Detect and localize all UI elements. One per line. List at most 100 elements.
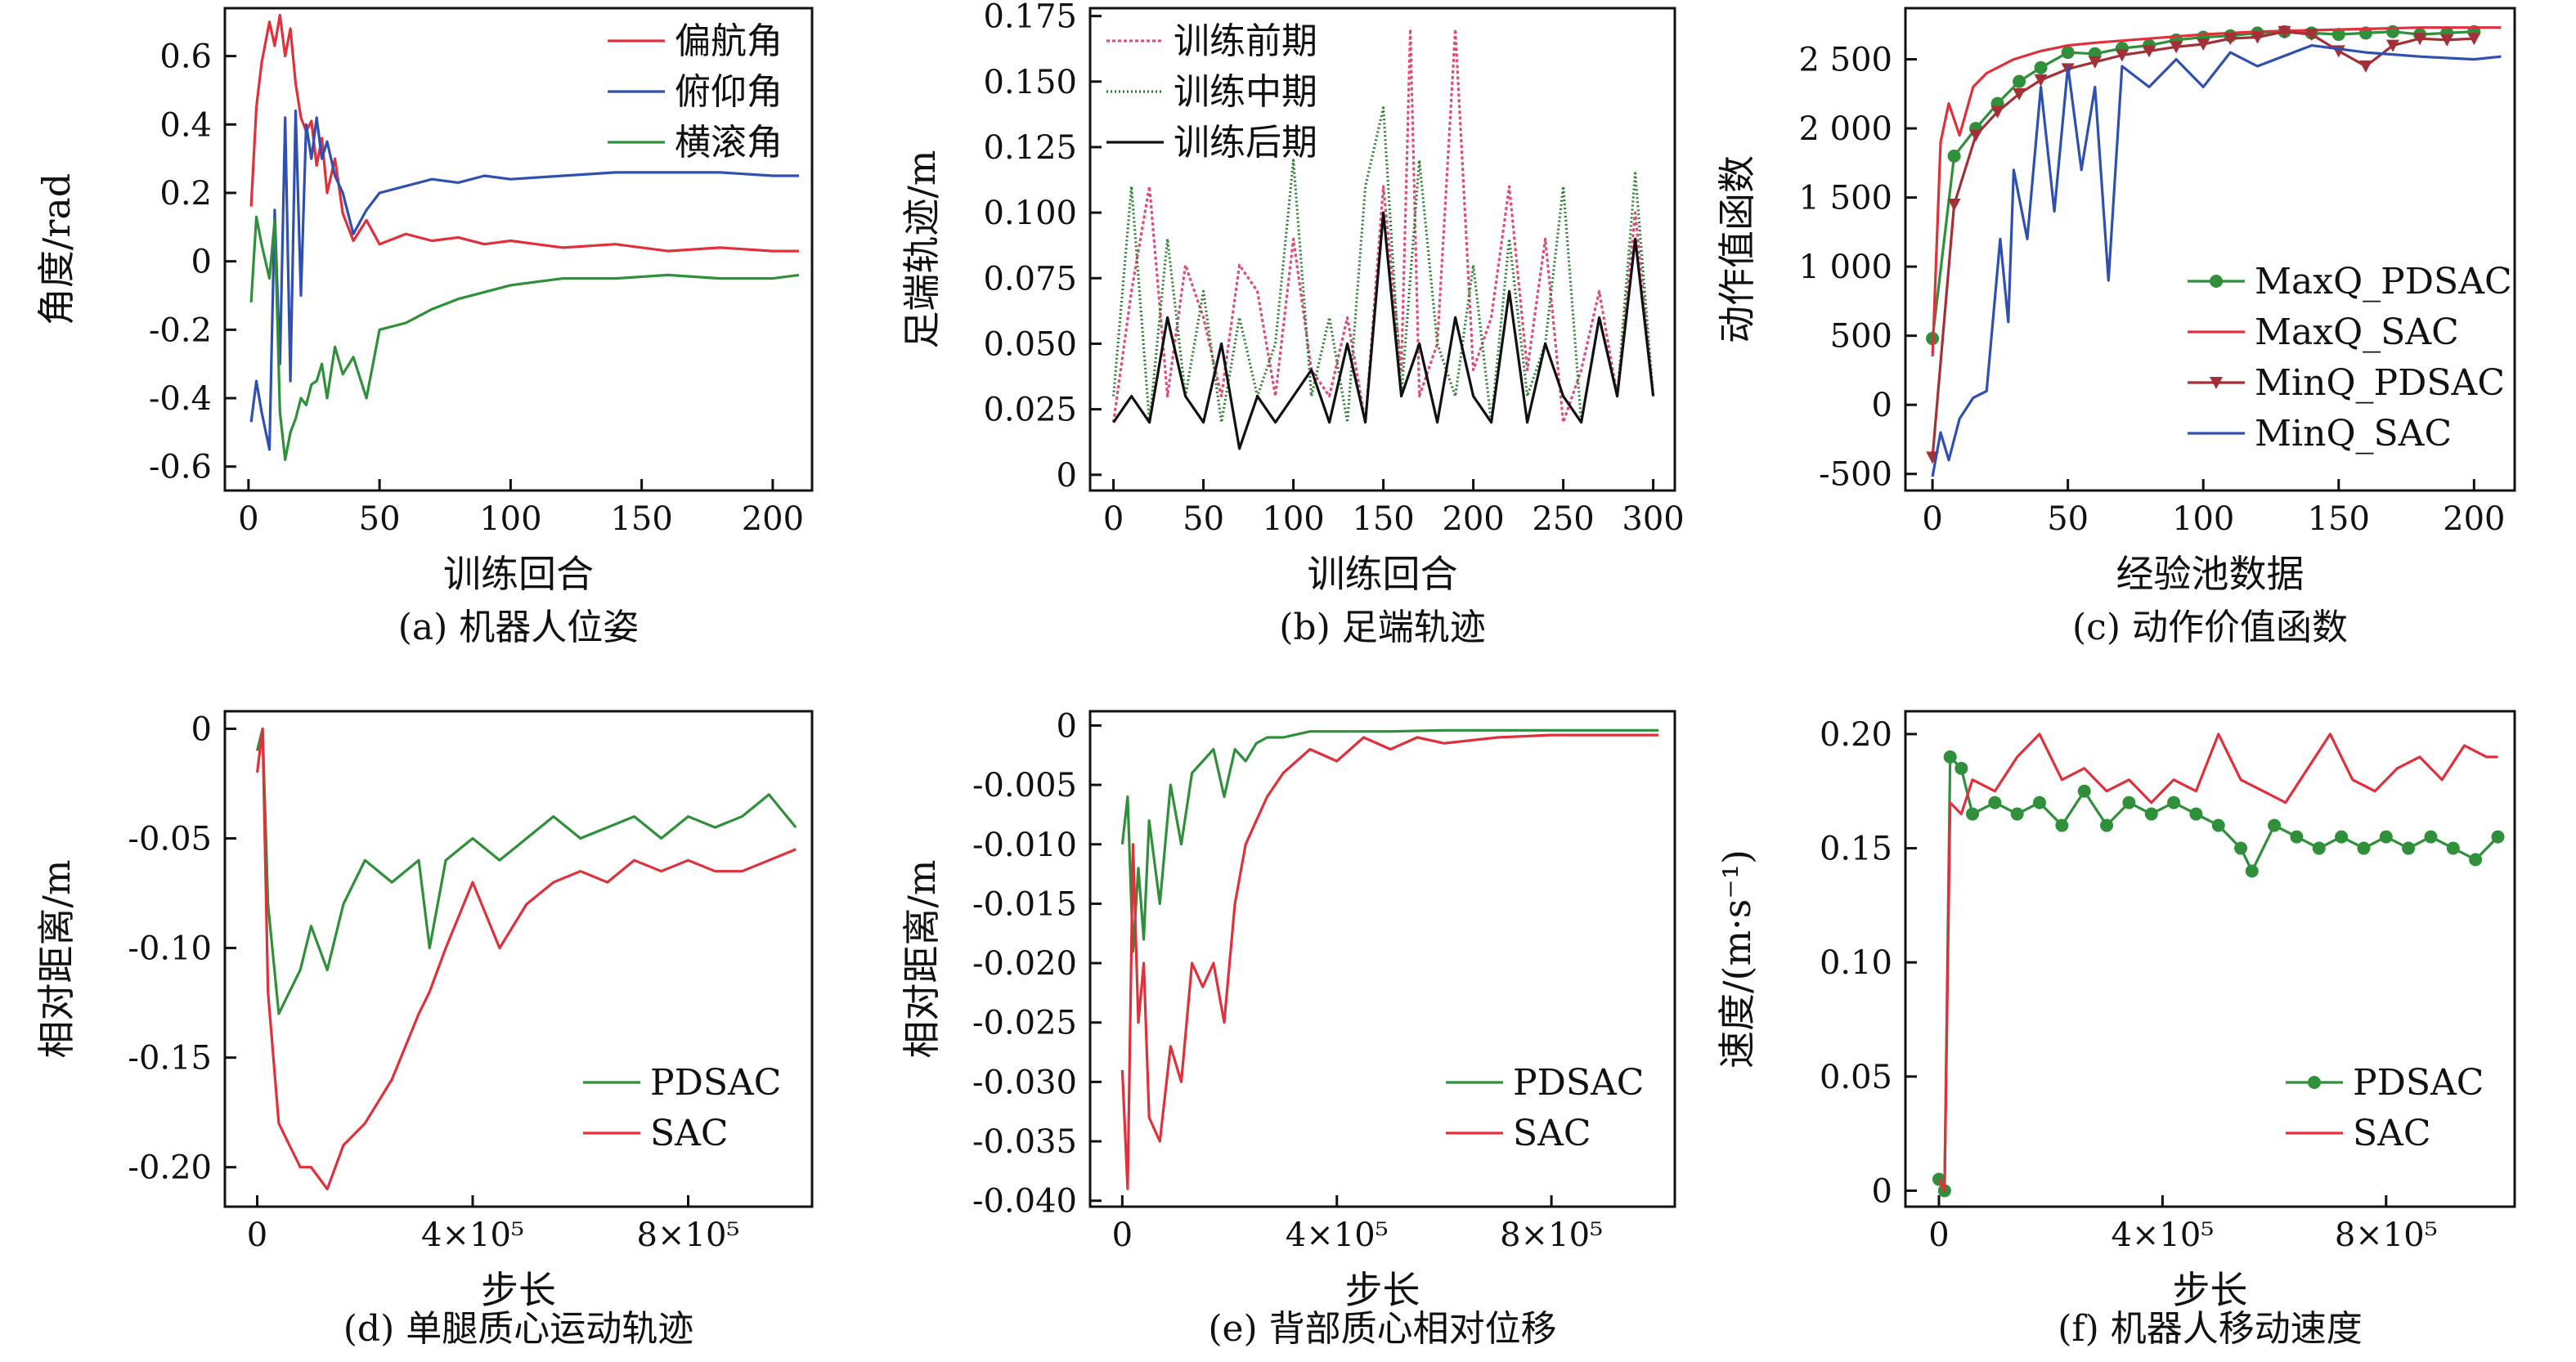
x-tick-label: 150 — [610, 500, 672, 538]
x-axis-label: 经验池数据 — [2116, 552, 2304, 596]
series-line-e-1 — [1120, 733, 1659, 1190]
y-tick-label: 0.6 — [159, 38, 212, 76]
data-point-f-0 — [2357, 841, 2371, 855]
data-point-c-2 — [2197, 38, 2210, 51]
y-tick-label: -0.15 — [128, 1040, 212, 1078]
x-tick-label: 100 — [2172, 500, 2234, 538]
y-tick-label: -0.020 — [972, 945, 1077, 983]
y-tick-label: 0.4 — [159, 106, 212, 144]
y-tick-label: 0.125 — [983, 129, 1077, 167]
data-point-c-2 — [2278, 25, 2291, 38]
data-point-f-0 — [2312, 841, 2326, 855]
x-axis-label: 训练回合 — [1308, 552, 1458, 596]
legend-label: MaxQ_PDSAC — [2255, 261, 2512, 302]
series-line-c-1 — [1931, 26, 2502, 357]
series-line-c-2 — [1931, 30, 2475, 458]
data-point-c-2 — [2224, 33, 2237, 46]
y-tick-label: -0.030 — [972, 1064, 1077, 1101]
y-tick-label: 0.150 — [983, 64, 1077, 101]
legend-label: 偏航角 — [675, 20, 783, 62]
data-point-c-2 — [2467, 33, 2481, 46]
panel-caption: (a) 机器人位姿 — [398, 607, 640, 648]
series-line-a-2 — [249, 215, 800, 461]
data-point-f-0 — [2055, 818, 2069, 832]
y-tick-label: -0.010 — [972, 827, 1077, 864]
y-tick-label: -0.4 — [149, 380, 212, 418]
data-point-f-0 — [2010, 807, 2024, 821]
series-line-e-0 — [1120, 728, 1659, 953]
legend-label: SAC — [650, 1113, 729, 1154]
x-tick-label: 200 — [742, 500, 804, 538]
y-tick-label: 0 — [1057, 457, 1077, 495]
x-tick-label: 4×10⁵ — [421, 1216, 524, 1254]
x-tick-label: 200 — [2443, 500, 2505, 538]
chart-b: 0 50 100 150 200 250 300 0 0.025 0.050 0.075 0.100 0… — [900, 0, 1685, 648]
data-point-c-2 — [2170, 41, 2183, 54]
data-point-f-0 — [2446, 841, 2460, 855]
y-tick-label: 0.15 — [1820, 831, 1892, 868]
data-point-c-2 — [2143, 45, 2156, 58]
x-tick-label: 0 — [1928, 1216, 1949, 1254]
chart-f: 0 4×10⁵ 8×10⁵ 0 0.05 0.10 0.15 0.20 步长 速度/(m·s⁻¹)… — [1715, 710, 2516, 1350]
data-point-c-2 — [2013, 87, 2026, 101]
data-point-c-2 — [2413, 33, 2427, 46]
y-tick-label: 0.025 — [983, 392, 1077, 429]
x-tick-label: 50 — [2047, 500, 2089, 538]
legend-marker — [2210, 377, 2223, 389]
y-axis-label: 足端轨迹/m — [900, 150, 944, 348]
data-point-c-2 — [2088, 56, 2102, 69]
x-tick-label: 0 — [238, 500, 258, 538]
data-point-c-2 — [2358, 60, 2372, 74]
x-tick-label: 0 — [1103, 500, 1124, 538]
x-tick-label: 200 — [1442, 500, 1504, 538]
x-axis-label: 步长 — [481, 1268, 556, 1312]
series-line-c-0 — [1931, 30, 2475, 339]
y-axis-label: 动作值函数 — [1715, 155, 1759, 343]
chart-a: 0 50 100 150 200 -0.6 -0.4 -0.2 0 0.2 0.4 0.6 训练回合 角度… — [34, 7, 814, 648]
x-axis-label: 训练回合 — [443, 552, 594, 596]
y-tick-label: 0 — [1872, 387, 1892, 424]
legend-label: 训练中期 — [1174, 71, 1317, 113]
data-point-c-0 — [2034, 60, 2048, 74]
data-point-f-0 — [2033, 795, 2047, 809]
x-tick-label: 0 — [1112, 1216, 1133, 1254]
data-point-f-0 — [1988, 795, 2002, 809]
legend-label: PDSAC — [2353, 1062, 2484, 1104]
legend-label: PDSAC — [650, 1062, 781, 1104]
x-tick-label: 0 — [1922, 500, 1942, 538]
data-point-f-0 — [2189, 807, 2203, 821]
y-axis-label: 相对距离/m — [34, 859, 79, 1058]
y-tick-label: 0.050 — [983, 325, 1077, 363]
data-point-c-2 — [2386, 39, 2399, 52]
series-line-d-0 — [255, 727, 797, 1015]
data-point-c-0 — [2331, 28, 2345, 42]
legend-label: MinQ_SAC — [2255, 413, 2452, 455]
data-point-f-0 — [2211, 818, 2225, 832]
y-tick-label: -0.6 — [149, 449, 212, 486]
data-point-f-0 — [2268, 818, 2282, 832]
y-tick-label: 0.100 — [983, 195, 1077, 232]
data-point-f-0 — [2402, 841, 2416, 855]
legend-label: 横滚角 — [675, 122, 783, 164]
plot-frame — [1088, 710, 1676, 1208]
series-line-a-0 — [249, 13, 799, 253]
data-point-c-2 — [2115, 49, 2129, 62]
data-point-f-0 — [2077, 784, 2091, 798]
y-tick-label: -0.025 — [972, 1005, 1077, 1042]
data-point-c-2 — [1969, 129, 1983, 142]
x-tick-label: 50 — [1183, 500, 1224, 538]
y-tick-label: -0.10 — [128, 930, 212, 968]
x-tick-label: 50 — [359, 500, 401, 538]
y-tick-label: -0.015 — [972, 885, 1077, 923]
y-tick-label: 500 — [1830, 318, 1892, 356]
x-tick-label: 8×10⁵ — [1500, 1216, 1603, 1254]
x-tick-label: 100 — [1262, 500, 1324, 538]
y-tick-label: -0.2 — [149, 311, 212, 349]
y-axis-label: 相对距离/m — [900, 859, 944, 1058]
x-tick-label: 100 — [479, 500, 541, 538]
panel-caption: (c) 动作价值函数 — [2072, 607, 2348, 648]
plot-frame — [1904, 710, 2516, 1208]
y-tick-label: 0.10 — [1820, 944, 1892, 982]
y-tick-label: 2 000 — [1798, 110, 1892, 148]
data-point-f-0 — [2379, 830, 2393, 844]
